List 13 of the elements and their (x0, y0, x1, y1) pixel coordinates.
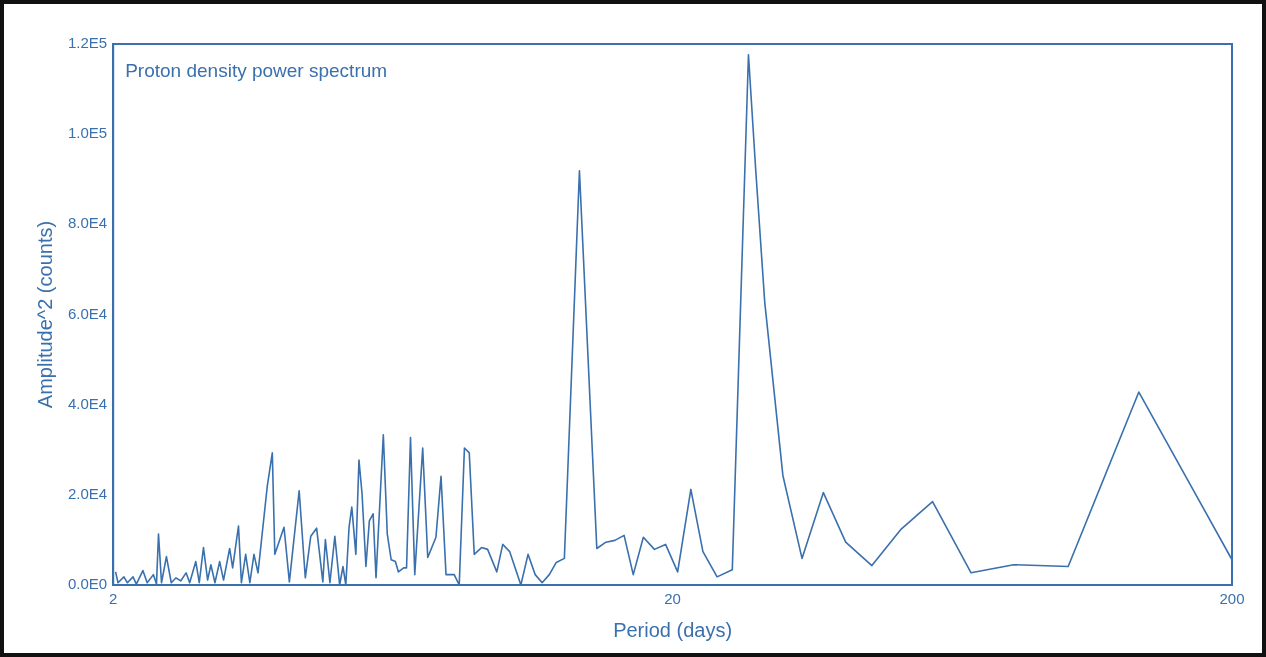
x-tick-label: 2 (109, 590, 118, 608)
y-tick-label: 2.0E4 (68, 484, 108, 502)
y-tick-label: 8.0E4 (68, 214, 108, 232)
y-tick-label: 4.0E4 (68, 394, 108, 412)
y-tick-label: 0.0E0 (68, 575, 108, 593)
y-tick-label: 1.2E5 (68, 34, 108, 52)
y-tick-label: 6.0E4 (68, 304, 108, 322)
y-axis-title: Amplitude^2 (counts) (33, 220, 56, 409)
text: Proton density power spectrum (125, 59, 388, 81)
x-tick-label: 200 (1219, 590, 1245, 608)
y-tick-label: 1.0E5 (68, 124, 108, 142)
x-axis-title: Period (days) (613, 618, 733, 641)
x-tick-label: 20 (664, 590, 681, 608)
